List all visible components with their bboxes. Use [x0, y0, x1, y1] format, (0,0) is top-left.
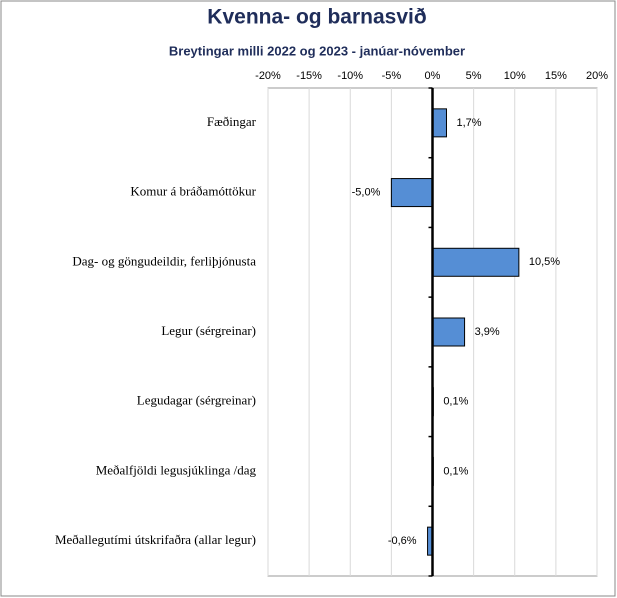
value-label: 1,7% [456, 117, 481, 129]
value-label: -0,6% [388, 535, 417, 547]
x-tick-label: -20% [255, 70, 281, 82]
category-label: Legudagar (sérgreinar) [137, 393, 256, 408]
category-label: Dag- og göngudeildir, ferliþjónusta [72, 253, 256, 268]
chart-subtitle: Breytingar milli 2022 og 2023 - janúar-n… [169, 43, 465, 58]
value-label: 10,5% [529, 256, 560, 268]
value-label: 0,1% [443, 465, 468, 477]
x-tick-label: 0% [425, 70, 441, 82]
bar [432, 317, 466, 347]
category-label: Meðallegutími útskrifaðra (allar legur) [55, 532, 256, 547]
category-label: Meðalfjöldi legusjúklinga /dag [96, 462, 257, 477]
x-tick-label: 20% [586, 70, 608, 82]
value-label: 0,1% [443, 396, 468, 408]
x-tick-label: 15% [545, 70, 567, 82]
x-tick-label: -5% [382, 70, 402, 82]
bar [432, 247, 520, 277]
x-tick-label: 10% [504, 70, 526, 82]
chart-title: Kvenna- og barnasvið [207, 6, 426, 29]
category-label: Komur á bráðamóttökur [130, 184, 256, 199]
x-tick-label: 5% [466, 70, 482, 82]
value-label: -5,0% [352, 186, 381, 198]
x-tick-label: -15% [296, 70, 322, 82]
bar [432, 108, 447, 138]
value-label: 3,9% [475, 326, 500, 338]
category-label: Fæðingar [207, 114, 257, 129]
category-label: Legur (sérgreinar) [161, 323, 256, 338]
bar [390, 178, 433, 208]
x-tick-label: -10% [337, 70, 363, 82]
